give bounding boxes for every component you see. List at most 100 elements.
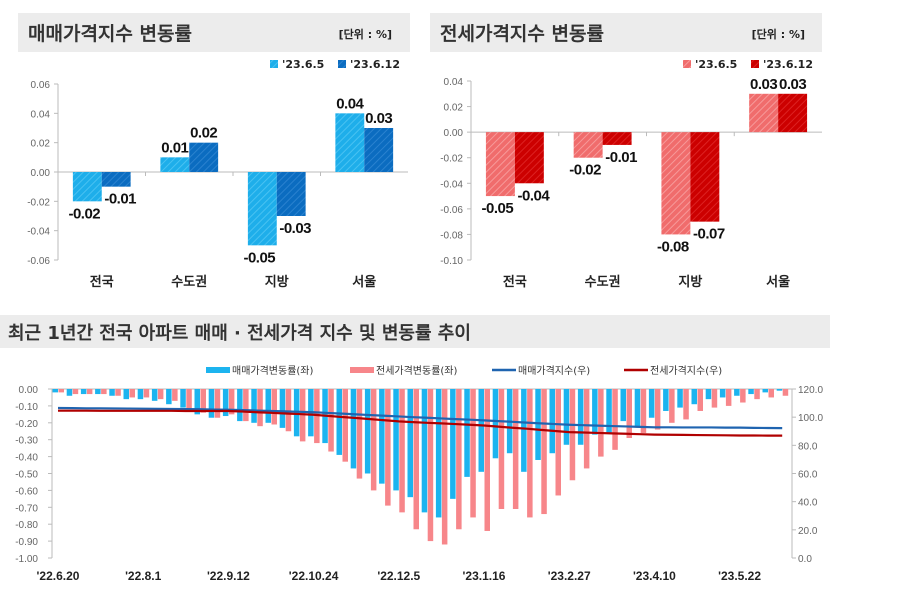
- y-left-tick-label: -1.00: [15, 554, 38, 565]
- index-line: [57, 406, 783, 430]
- bar: [555, 389, 561, 496]
- x-tick-label: '22.10.24: [289, 569, 339, 583]
- y-tick-label: -0.08: [440, 230, 463, 241]
- bar: [470, 389, 476, 518]
- bar: [776, 389, 783, 391]
- chart3-header: 최근 1년간 전국 아파트 매매 · 전세가격 지수 및 변동률 추이: [0, 315, 830, 348]
- bar: [626, 389, 632, 439]
- bar: [592, 389, 598, 435]
- bar: [683, 389, 689, 420]
- x-tick-label: '22.8.1: [125, 569, 162, 583]
- bar: [498, 389, 505, 509]
- bar: [335, 113, 365, 172]
- bar: [350, 389, 357, 469]
- bar: [549, 389, 555, 454]
- chart2-title: 전세가격지수 변동률: [440, 23, 604, 45]
- bar: [101, 389, 107, 395]
- bar: [52, 389, 58, 393]
- bar: [160, 157, 190, 172]
- chart3-legend: 매매가격변동률(좌) 전세가격변동률(좌) 매매가격지수(우) 전세가격지수(우…: [206, 364, 722, 377]
- bar: [364, 389, 371, 474]
- bar: [492, 389, 499, 459]
- bar: [485, 132, 515, 197]
- bar: [634, 389, 641, 427]
- bar: [705, 389, 712, 400]
- bar: [342, 389, 348, 462]
- bar: [143, 389, 150, 398]
- data-label: -0.01: [104, 191, 136, 208]
- data-label: -0.02: [68, 205, 100, 222]
- bar: [58, 389, 64, 393]
- y-tick-label: -0.04: [27, 227, 50, 238]
- category-label: 서울: [352, 274, 376, 290]
- y-left-tick-label: -0.30: [15, 436, 38, 447]
- bar: [573, 132, 603, 158]
- bar: [527, 389, 533, 518]
- data-label: -0.05: [243, 249, 275, 266]
- bar: [478, 389, 484, 472]
- data-label: 0.03: [365, 110, 392, 127]
- bar: [740, 389, 746, 403]
- bar: [677, 389, 683, 408]
- data-label: 0.03: [779, 76, 806, 93]
- y-tick-label: 0.04: [31, 109, 51, 120]
- bar: [364, 128, 394, 172]
- bar: [336, 389, 342, 455]
- bar: [749, 93, 779, 133]
- bar: [762, 389, 768, 393]
- chart3-title-bg: [0, 315, 830, 348]
- chart1-title-bg: [18, 13, 410, 52]
- bar: [602, 132, 632, 145]
- bar: [563, 389, 570, 445]
- category-label: 지방: [678, 274, 702, 290]
- bar: [271, 389, 277, 425]
- bar: [194, 389, 200, 415]
- bar: [399, 389, 405, 513]
- index-line: [58, 409, 783, 437]
- y-right-tick-label: 20.0: [798, 526, 818, 537]
- bar: [166, 389, 172, 405]
- bar: [577, 389, 584, 445]
- bar: [598, 389, 604, 457]
- y-tick-label: -0.02: [440, 154, 463, 165]
- bar: [725, 389, 732, 406]
- x-tick-label: '23.5.22: [718, 569, 761, 583]
- y-right-tick-label: 100.0: [798, 413, 823, 424]
- bar: [521, 389, 527, 472]
- category-label: 전국: [90, 274, 114, 290]
- data-label: -0.07: [693, 226, 725, 243]
- bar: [208, 389, 215, 418]
- y-tick-label: -0.06: [27, 256, 50, 267]
- x-tick-label: '23.4.10: [633, 569, 676, 583]
- chart1-unit: [단위 : %]: [339, 27, 392, 41]
- bar: [754, 389, 760, 400]
- bar: [228, 389, 235, 415]
- bar: [80, 389, 87, 395]
- bar: [186, 389, 192, 410]
- y-tick-label: 0.06: [31, 80, 51, 91]
- legend-swatch: [270, 60, 278, 68]
- data-label: -0.03: [279, 220, 311, 237]
- bar: [669, 389, 675, 423]
- data-label: -0.05: [482, 200, 514, 217]
- y-right-tick-label: 40.0: [798, 498, 818, 509]
- y-left-tick-label: -0.90: [15, 537, 38, 548]
- y-right-tick-label: 120.0: [798, 385, 823, 396]
- bar: [663, 389, 669, 411]
- y-tick-label: 0.02: [444, 103, 464, 114]
- bar: [385, 389, 391, 506]
- bar: [172, 389, 178, 401]
- bar: [356, 389, 363, 479]
- bar: [583, 389, 590, 469]
- bar: [661, 132, 691, 235]
- legend-label: 전세가격지수(우): [650, 364, 722, 377]
- bar: [265, 389, 271, 423]
- bar: [137, 389, 144, 400]
- y-left-tick-label: -0.10: [15, 402, 38, 413]
- bar: [214, 389, 221, 418]
- x-tick-label: '22.12.5: [377, 569, 420, 583]
- bar: [189, 142, 219, 172]
- bar: [72, 172, 102, 202]
- bar: [464, 389, 470, 477]
- bar: [697, 389, 703, 411]
